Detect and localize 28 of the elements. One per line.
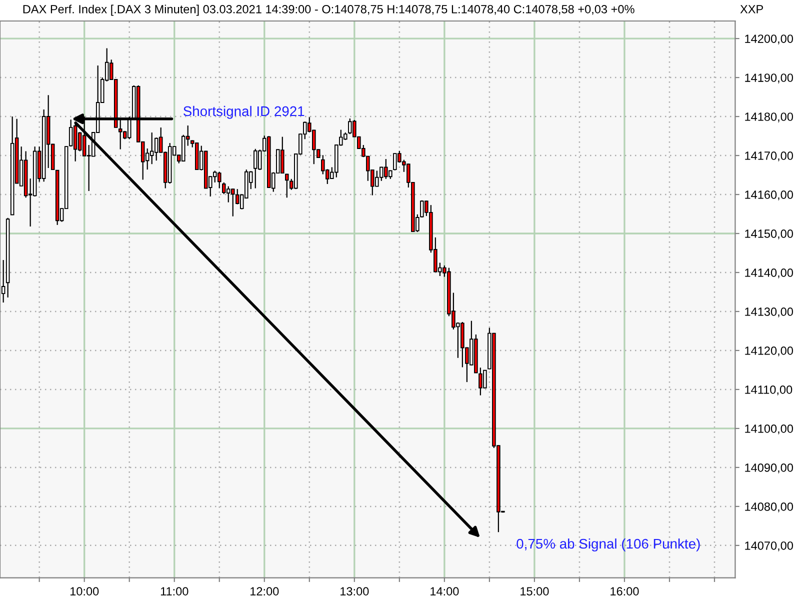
annotation: Shortsignal ID 2921 xyxy=(183,106,304,119)
y-tick-label: 14170,00 xyxy=(745,152,794,162)
candlestick xyxy=(150,132,154,165)
x-tick-label: 13:00 xyxy=(340,587,369,596)
y-tick-label: 14120,00 xyxy=(745,346,794,356)
x-tick-label: 12:00 xyxy=(250,587,279,596)
candlestick xyxy=(154,137,158,162)
y-tick-label: 14190,00 xyxy=(745,74,794,84)
y-tick-label: 14130,00 xyxy=(745,308,794,318)
x-tick-label: 16:00 xyxy=(610,587,639,596)
y-tick-label: 14090,00 xyxy=(745,463,794,474)
y-tick-label: 14150,00 xyxy=(745,230,794,240)
text: XXP xyxy=(740,5,763,14)
chart-title: DAX Perf. Index [.DAX 3 Minuten] 03.03.2021 14:39:00 - O:14078,75 H:14078,75 L:14078,40 C:14078,58 +0,03 +0% xyxy=(23,4,634,16)
y-tick-label: 14080,00 xyxy=(745,502,794,512)
x-tick-label: 11:00 xyxy=(160,587,188,596)
y-tick-label: 14200,00 xyxy=(745,34,794,44)
y-tick-label: 14070,00 xyxy=(745,541,794,552)
y-tick-label: 14140,00 xyxy=(745,268,794,278)
x-tick-label: 10:00 xyxy=(70,587,99,596)
y-tick-label: 14100,00 xyxy=(745,424,794,434)
y-tick-label: 14180,00 xyxy=(745,112,794,122)
candlestick xyxy=(285,173,289,198)
y-tick-label: 14110,00 xyxy=(745,386,792,396)
annotation: 0,75% ab Signal (106 Punkte) xyxy=(516,538,700,552)
y-tick-label: 14160,00 xyxy=(745,190,794,200)
x-tick-label: 14:00 xyxy=(430,587,459,596)
x-tick-label: 15:00 xyxy=(520,587,549,596)
